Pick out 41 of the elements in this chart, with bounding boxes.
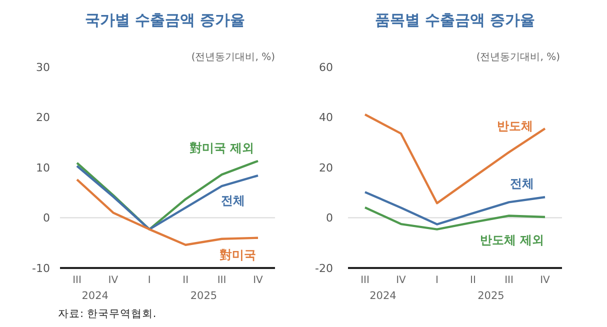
- x-tick-label: II: [182, 275, 189, 286]
- x-tick-label: IV: [108, 275, 118, 286]
- line-series: [364, 206, 546, 230]
- x-tick-label: III: [72, 275, 82, 286]
- y-tick-label: 30: [36, 60, 50, 74]
- y-tick-label: 40: [319, 111, 333, 124]
- y-tick-label: 20: [319, 161, 333, 174]
- y-tick-label: 60: [319, 60, 333, 74]
- x-tick-label: III: [217, 275, 226, 286]
- line-series: [76, 178, 260, 246]
- series-label: 반도체: [497, 118, 533, 133]
- y-tick-label: -20: [315, 262, 333, 275]
- y-axis-title: (전년동기대비, %): [476, 52, 560, 63]
- text: 2025: [190, 290, 218, 302]
- x-tick-label: III: [504, 275, 514, 286]
- series-label: 반도체 제외: [480, 233, 544, 248]
- series-label: 전체: [510, 176, 534, 190]
- text: 2024: [370, 290, 397, 302]
- y-tick-label: 10: [36, 161, 50, 174]
- x-tick-label: I: [148, 275, 151, 286]
- text: 자료: 한국무역협회.: [58, 308, 156, 320]
- line-series: [364, 113, 546, 204]
- x-tick-label: IV: [540, 275, 550, 286]
- chart-title: 국가별 수출금액 증가율: [84, 11, 246, 29]
- series-label: 對미국 제외: [188, 141, 254, 156]
- text: 2024: [82, 290, 109, 302]
- chart-title: 품목별 수출금액 증가율: [374, 11, 536, 29]
- y-tick-label: 0: [326, 212, 333, 225]
- line-series: [364, 191, 546, 226]
- y-tick-label: 0: [43, 212, 50, 225]
- series-label: 전체: [221, 194, 245, 208]
- series-label: 對미국: [219, 248, 256, 262]
- text: 2025: [478, 290, 504, 302]
- y-tick-label: 20: [36, 111, 50, 124]
- x-tick-label: III: [360, 275, 370, 286]
- x-tick-label: IV: [396, 275, 406, 286]
- x-tick-label: IV: [253, 275, 264, 286]
- x-tick-label: II: [470, 275, 476, 286]
- y-axis-title: (전년동기대비, %): [191, 52, 276, 63]
- x-tick-label: I: [436, 275, 438, 286]
- y-tick-label: -10: [32, 262, 50, 275]
